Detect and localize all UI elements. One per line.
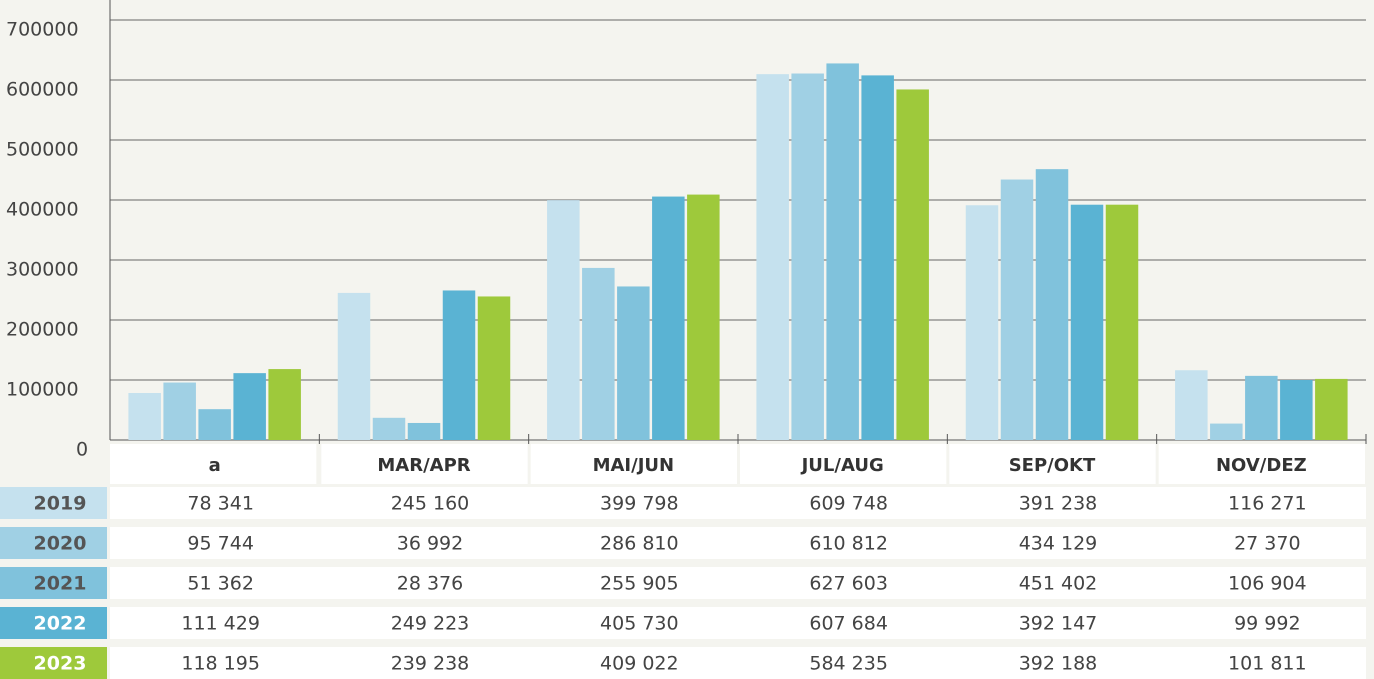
bar [1280, 380, 1313, 440]
table-value: 434 129 [1019, 533, 1098, 555]
bar [442, 290, 476, 440]
table-value: 249 223 [391, 613, 470, 635]
table-value: 51 362 [187, 573, 253, 595]
bar [652, 196, 685, 440]
legend-cell [0, 527, 107, 559]
bar [233, 373, 266, 440]
bar [1105, 204, 1139, 440]
table-header-cell [949, 444, 1156, 484]
bar [163, 382, 196, 440]
table-value: 111 429 [181, 613, 260, 635]
y-tick-label: 100000 [6, 379, 79, 401]
bar [337, 292, 371, 440]
category-label: JUL/AUG [800, 455, 884, 476]
bar [791, 73, 824, 440]
bar [407, 422, 441, 440]
table-value: 405 730 [600, 613, 679, 635]
legend-label: 2023 [34, 653, 87, 675]
table-header-cell [740, 444, 947, 484]
bar [965, 205, 999, 440]
table-row [110, 487, 1366, 519]
table-value: 255 905 [600, 573, 679, 595]
bar [1175, 370, 1208, 440]
table-header-cell [321, 444, 528, 484]
table-value: 610 812 [809, 533, 888, 555]
legend-cell [0, 487, 107, 519]
table-row [110, 527, 1366, 559]
table-value: 286 810 [600, 533, 679, 555]
table-value: 95 744 [187, 533, 253, 555]
table-value: 106 904 [1228, 573, 1307, 595]
table-value: 101 811 [1228, 653, 1307, 675]
bar [1210, 423, 1243, 440]
y-tick-label: 500000 [6, 139, 79, 161]
table-value: 28 376 [397, 573, 463, 595]
table-value: 609 748 [809, 493, 888, 515]
legend-label: 2019 [34, 493, 87, 515]
y-tick-label: 400000 [6, 199, 79, 221]
table-value: 607 684 [809, 613, 888, 635]
legend-cell [0, 647, 107, 679]
bar [1070, 204, 1104, 440]
bar [268, 369, 301, 440]
y-tick-label: 600000 [6, 79, 79, 101]
legend-cell [0, 607, 107, 639]
table-value: 451 402 [1019, 573, 1098, 595]
y-tick-label: 700000 [6, 19, 79, 41]
category-label: a [209, 455, 221, 476]
bar [198, 409, 231, 440]
y-tick-label: 300000 [6, 259, 79, 281]
table-header-cell [530, 444, 737, 484]
bar [372, 417, 406, 440]
table-value: 27 370 [1234, 533, 1300, 555]
table-value: 409 022 [600, 653, 679, 675]
table-value: 36 992 [397, 533, 463, 555]
y-tick-label: 200000 [6, 319, 79, 341]
legend-label: 2021 [34, 573, 87, 595]
bar [128, 392, 161, 440]
bar [756, 74, 789, 441]
bar [687, 194, 720, 440]
bar [617, 286, 650, 440]
legend-cell [0, 567, 107, 599]
bar [477, 296, 511, 440]
table-value: 627 603 [809, 573, 888, 595]
bar [1245, 375, 1278, 440]
bar [582, 267, 615, 440]
table-row [110, 567, 1366, 599]
bar [896, 89, 929, 441]
table-value: 99 992 [1234, 613, 1300, 635]
table-value: 392 147 [1019, 613, 1098, 635]
category-label: MAR/APR [377, 455, 470, 476]
bar [547, 200, 580, 440]
table-value: 116 271 [1228, 493, 1307, 515]
table-value: 239 238 [391, 653, 470, 675]
legend-label: 2022 [34, 613, 87, 635]
table-row [110, 647, 1366, 679]
bar [1315, 378, 1348, 440]
category-label: MAI/JUN [593, 455, 675, 476]
legend-label: 2020 [34, 533, 87, 555]
table-value: 392 188 [1019, 653, 1098, 675]
table-value: 584 235 [809, 653, 888, 675]
bar [1035, 169, 1069, 440]
table-value: 399 798 [600, 493, 679, 515]
table-value: 245 160 [391, 493, 470, 515]
table-value: 78 341 [187, 493, 253, 515]
table-header-cell [1158, 444, 1365, 484]
bar [826, 63, 859, 440]
table-value: 391 238 [1019, 493, 1098, 515]
table-value: 118 195 [181, 653, 260, 675]
bar [861, 75, 894, 441]
category-label: SEP/OKT [1009, 455, 1096, 476]
y-tick-label: 0 [76, 439, 88, 461]
table-row [110, 607, 1366, 639]
bar [1000, 179, 1034, 441]
category-label: NOV/DEZ [1216, 455, 1307, 476]
table-header-cell [110, 444, 317, 484]
